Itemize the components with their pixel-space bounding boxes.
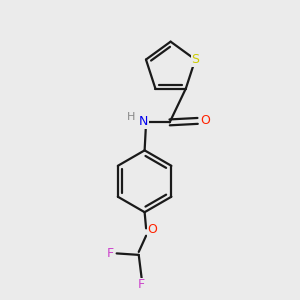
Text: F: F xyxy=(106,247,114,260)
Text: S: S xyxy=(191,53,199,66)
Text: O: O xyxy=(148,224,158,236)
Text: O: O xyxy=(200,114,210,128)
Text: N: N xyxy=(139,115,148,128)
Text: F: F xyxy=(138,278,145,291)
Text: H: H xyxy=(127,112,135,122)
